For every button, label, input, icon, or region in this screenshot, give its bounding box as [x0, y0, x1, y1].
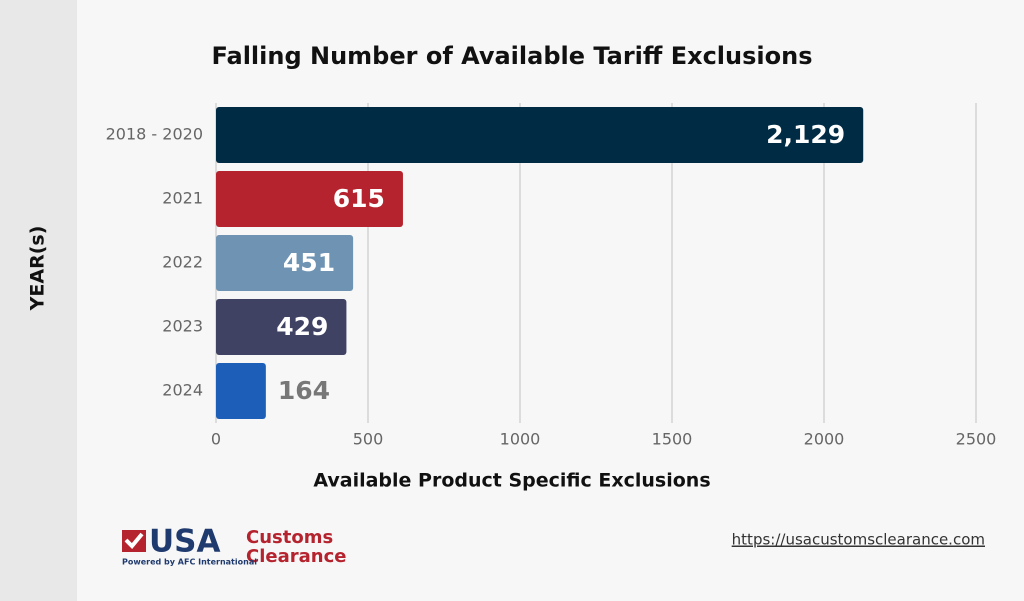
bar [216, 363, 266, 419]
value-label: 164 [278, 376, 330, 405]
chart-title: Falling Number of Available Tariff Exclu… [212, 42, 813, 70]
value-label: 429 [276, 312, 328, 341]
x-tick-label: 2000 [804, 430, 845, 449]
y-tick-label: 2018 - 2020 [106, 125, 203, 144]
x-tick-label: 1000 [500, 430, 541, 449]
url[interactable]: https://usacustomsclearance.com [732, 531, 985, 549]
y-axis-label: YEAR(s) [27, 226, 49, 312]
value-label: 451 [283, 248, 335, 277]
x-tick-label: 500 [353, 430, 384, 449]
x-tick-label: 1500 [652, 430, 693, 449]
value-label: 2,129 [766, 120, 845, 149]
bar [216, 171, 403, 227]
x-tick-label: 2500 [956, 430, 997, 449]
y-tick-label: 2023 [162, 317, 203, 336]
logo-line2: Clearance [246, 546, 346, 567]
value-label: 615 [333, 184, 385, 213]
side-strip [0, 0, 77, 601]
x-axis-label: Available Product Specific Exclusions [313, 470, 710, 492]
bar [216, 107, 864, 163]
y-tick-label: 2024 [162, 381, 203, 400]
x-tick-label: 0 [211, 430, 221, 449]
logo-line1: Customs [246, 527, 333, 548]
bar [216, 299, 347, 355]
y-tick-label: 2021 [162, 189, 203, 208]
y-tick-label: 2022 [162, 253, 203, 272]
bar [216, 235, 354, 291]
logo-main: USA [149, 524, 221, 560]
plot: 0 500 1000 1500 2000 2500 2018 - 2020 2,129 2021… [106, 103, 997, 449]
logo-tagline: Powered by AFC International [122, 558, 257, 567]
logo-check-mark [124, 532, 144, 549]
